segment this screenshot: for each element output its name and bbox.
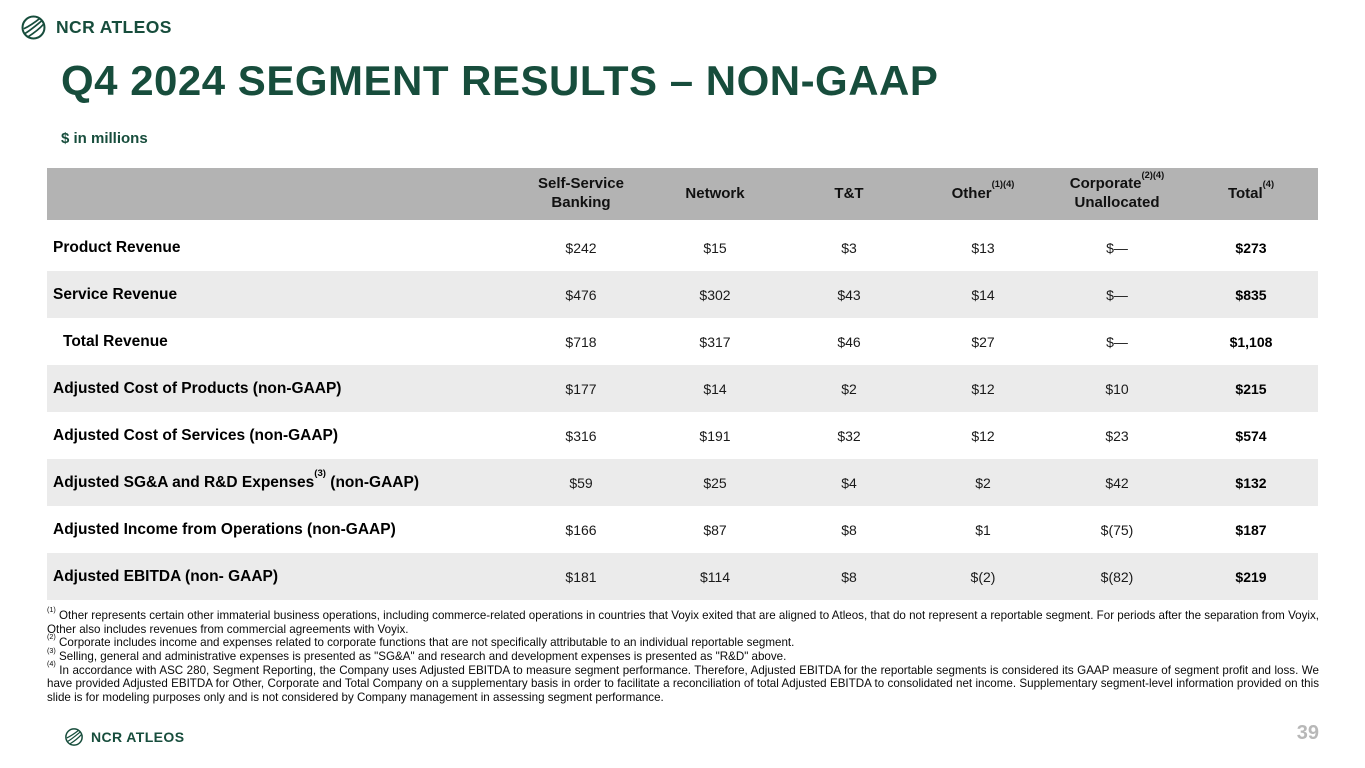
column-header: Other(1)(4) — [951, 179, 1015, 202]
row-label: Product Revenue — [53, 238, 181, 256]
cell-value: $4 — [841, 474, 857, 491]
cell-value: $— — [1106, 286, 1128, 303]
cell-value: $273 — [1235, 239, 1267, 256]
page-number: 39 — [1296, 722, 1319, 744]
table-row: Product Revenue $242 $15 $3 $13 $— $273 — [47, 224, 1318, 271]
column-header: Total(4) — [1227, 179, 1275, 202]
cell-value: $8 — [841, 568, 857, 585]
globe-icon — [65, 728, 83, 746]
cell-value: $718 — [565, 333, 597, 350]
cell-value: $2 — [841, 380, 857, 397]
cell-value: $14 — [703, 380, 727, 397]
cell-value: $— — [1106, 239, 1128, 256]
table-row: Adjusted Cost of Products (non-GAAP) $177… — [47, 365, 1318, 412]
footnote: (4) In accordance with ASC 280, Segment … — [47, 659, 1319, 705]
table-row: Adjusted SG&A and R&D Expenses(3) (non-G… — [47, 459, 1318, 506]
table-row: Total Revenue $718 $317 $46 $27 $— $1,108 — [47, 318, 1318, 365]
column-header: T&T — [834, 184, 864, 202]
cell-value: $10 — [1105, 380, 1129, 397]
cell-value: $574 — [1235, 427, 1267, 444]
header-logo: NCR ATLEOS — [20, 14, 172, 41]
footnote: (3) Selling, general and administrative … — [47, 645, 787, 664]
footnote: (2) Corporate includes income and expens… — [47, 631, 795, 650]
cell-value: $1,108 — [1229, 333, 1273, 350]
units-note: $ in millions — [61, 130, 148, 147]
cell-value: $1 — [975, 521, 991, 538]
cell-value: $132 — [1235, 474, 1267, 491]
column-header: Corporate(2)(4) Unallocated — [1069, 170, 1165, 211]
table-row: Adjusted Cost of Services (non-GAAP) $316… — [47, 412, 1318, 459]
cell-value: $114 — [699, 568, 731, 585]
row-label: Total Revenue — [63, 332, 168, 350]
cell-value: $46 — [837, 333, 861, 350]
cell-value: $476 — [565, 286, 597, 303]
cell-value: $12 — [971, 380, 995, 397]
cell-value: $25 — [703, 474, 727, 491]
row-label: Adjusted EBITDA (non- GAAP) — [53, 567, 279, 585]
cell-value: $(2) — [970, 568, 996, 585]
table-row: Service Revenue $476 $302 $43 $14 $— $835 — [47, 271, 1318, 318]
cell-value: $(82) — [1100, 568, 1134, 585]
cell-value: $32 — [837, 427, 861, 444]
table-body: Product Revenue $242 $15 $3 $13 $— $273 Service… — [47, 224, 1318, 600]
cell-value: $87 — [703, 521, 727, 538]
row-label: Service Revenue — [53, 285, 178, 303]
cell-value: $42 — [1105, 474, 1129, 491]
segment-results-table: Self-Service Banking Network T&T Other(1)(4)… — [47, 168, 1318, 600]
cell-value: $187 — [1235, 521, 1267, 538]
cell-value: $181 — [565, 568, 597, 585]
table-row: Adjusted Income from Operations (non-GAA… — [47, 506, 1318, 553]
cell-value: $8 — [841, 521, 857, 538]
row-label: Adjusted Cost of Services (non-GAAP) — [53, 426, 339, 444]
cell-value: $23 — [1105, 427, 1129, 444]
footnote: (1) Other represents certain other immat… — [47, 604, 1319, 636]
cell-value: $215 — [1235, 380, 1267, 397]
cell-value: $242 — [565, 239, 597, 256]
cell-value: $15 — [703, 239, 727, 256]
globe-icon — [21, 15, 46, 40]
column-header: Self-Service Banking — [538, 175, 624, 211]
cell-value: $835 — [1235, 286, 1267, 303]
cell-value: $14 — [971, 286, 995, 303]
cell-value: $166 — [565, 521, 597, 538]
row-label: Adjusted SG&A and R&D Expenses(3) (non-G… — [53, 468, 419, 491]
footer-logo: NCR ATLEOS — [64, 727, 184, 747]
cell-value: $316 — [565, 427, 597, 444]
footnotes: (1) Other represents certain other immat… — [47, 604, 1319, 705]
row-label: Adjusted Cost of Products (non-GAAP) — [53, 379, 342, 397]
cell-value: $302 — [699, 286, 731, 303]
table-header-row: Self-Service Banking Network T&T Other(1)(4)… — [47, 168, 1318, 220]
column-header: Network — [685, 184, 745, 202]
brand-name: NCR ATLEOS — [56, 17, 172, 37]
row-label: Adjusted Income from Operations (non-GAA… — [53, 520, 396, 538]
cell-value: $3 — [841, 239, 857, 256]
cell-value: $— — [1106, 333, 1128, 350]
cell-value: $219 — [1235, 568, 1267, 585]
cell-value: $2 — [975, 474, 991, 491]
table-row: Adjusted EBITDA (non- GAAP) $181 $114 $8 $(2… — [47, 553, 1318, 600]
brand-name: NCR ATLEOS — [91, 729, 185, 745]
cell-value: $27 — [971, 333, 995, 350]
cell-value: $43 — [837, 286, 861, 303]
cell-value: $13 — [971, 239, 995, 256]
cell-value: $12 — [971, 427, 995, 444]
cell-value: $177 — [565, 380, 597, 397]
page-title: Q4 2024 SEGMENT RESULTS – NON-GAAP — [61, 57, 939, 104]
cell-value: $(75) — [1100, 521, 1134, 538]
cell-value: $59 — [569, 474, 593, 491]
cell-value: $317 — [699, 333, 731, 350]
cell-value: $191 — [699, 427, 731, 444]
